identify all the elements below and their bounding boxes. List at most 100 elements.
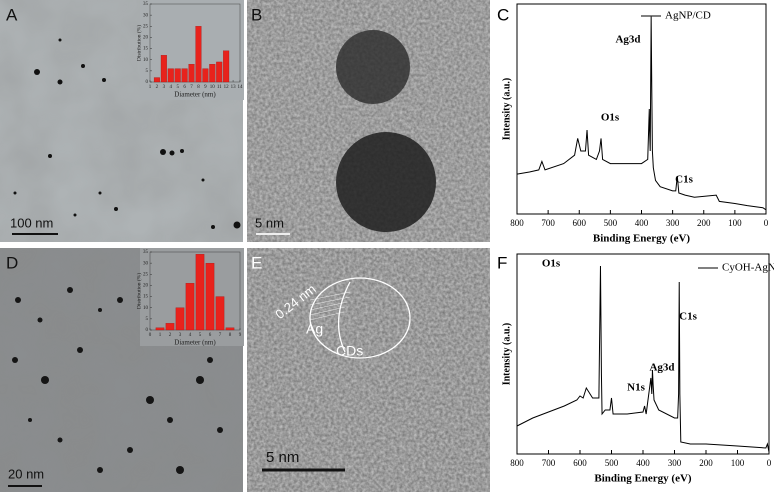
- x-tick-label: 100: [731, 458, 745, 468]
- x-tick-label: 3: [163, 85, 166, 90]
- x-tick-label: 200: [697, 218, 711, 228]
- x-tick-label: 2: [169, 333, 172, 338]
- x-tick-label: 200: [699, 458, 713, 468]
- x-tick-label: 0: [149, 333, 152, 338]
- peak-label: N1s: [627, 382, 645, 394]
- spectrum-line: [516, 16, 767, 211]
- plot-area: [516, 253, 770, 455]
- x-tick-label: 6: [209, 333, 212, 338]
- x-tick-label: 9: [239, 333, 242, 338]
- y-tick-label: 15: [143, 47, 149, 52]
- x-tick-label: 12: [224, 85, 230, 90]
- x-tick-label: 4: [170, 85, 173, 90]
- y-tick-label: 25: [143, 24, 149, 29]
- x-tick-label: 13: [231, 85, 237, 90]
- x-tick-label: 600: [573, 218, 587, 228]
- x-tick-label: 9: [204, 85, 207, 90]
- peak-label: O1s: [601, 112, 620, 124]
- x-tick-label: 0: [767, 458, 772, 468]
- spectrum-line: [516, 265, 770, 453]
- x-tick-label: 2: [156, 85, 159, 90]
- bar: [181, 68, 188, 83]
- x-tick-label: 700: [541, 218, 555, 228]
- y-axis-label: Intensity (a.u.): [501, 323, 512, 386]
- y-tick-label: 5: [146, 317, 149, 322]
- bar: [160, 55, 167, 83]
- x-tick-label: 7: [190, 85, 193, 90]
- bar: [209, 64, 216, 83]
- bar: [167, 68, 174, 83]
- panel-label: F: [497, 253, 507, 272]
- y-axis-label: Distribution (%): [135, 273, 142, 309]
- bar: [215, 296, 225, 331]
- x-tick-label: 8: [197, 85, 200, 90]
- y-tick-label: 35: [143, 250, 149, 255]
- bar: [165, 323, 175, 331]
- y-tick-label: 25: [143, 272, 149, 277]
- x-tick-label: 10: [210, 85, 216, 90]
- x-tick-label: 800: [510, 458, 524, 468]
- bar: [195, 254, 205, 331]
- x-tick-label: 7: [219, 333, 222, 338]
- bar: [202, 68, 209, 83]
- y-tick-label: 20: [143, 284, 149, 289]
- bar: [225, 327, 235, 331]
- y-tick-label: 30: [143, 261, 149, 266]
- x-tick-label: 800: [510, 218, 524, 228]
- x-tick-label: 400: [635, 218, 649, 228]
- y-tick-label: 10: [143, 58, 149, 63]
- bar: [185, 283, 195, 331]
- bar: [205, 262, 215, 331]
- bar: [153, 77, 160, 83]
- panel-label: D: [6, 253, 18, 272]
- x-axis-label: Diameter (nm): [174, 91, 216, 99]
- bar: [155, 327, 165, 331]
- x-tick-label: 300: [666, 218, 680, 228]
- y-axis-label: Distribution (%): [135, 25, 142, 61]
- plot-area: [149, 251, 241, 331]
- scale-label: 100 nm: [10, 215, 53, 230]
- panel-label: C: [497, 5, 509, 24]
- x-tick-label: 14: [238, 85, 244, 90]
- y-tick-label: 20: [143, 36, 149, 41]
- bar: [175, 307, 185, 331]
- x-tick-label: 1: [149, 85, 152, 90]
- x-axis-label: Binding Energy (eV): [594, 473, 692, 485]
- y-tick-label: 30: [143, 13, 149, 18]
- y-tick-label: 5: [146, 69, 149, 74]
- y-tick-label: 0: [146, 328, 149, 333]
- panel-label: A: [6, 5, 18, 24]
- scale-label: 5 nm: [266, 449, 299, 466]
- x-tick-label: 0: [764, 218, 769, 228]
- y-tick-label: 35: [143, 2, 149, 7]
- peak-label: Ag3d: [649, 362, 674, 374]
- bar: [223, 50, 230, 83]
- peak-label: C1s: [679, 311, 697, 323]
- legend-label: AgNP/CD: [665, 10, 711, 22]
- tem-image-b: [247, 0, 490, 242]
- bar: [188, 64, 195, 83]
- peak-label: C1s: [675, 174, 693, 186]
- tem-image-e: [247, 248, 490, 492]
- panel-label: B: [251, 5, 262, 24]
- scale-label: 20 nm: [8, 466, 44, 481]
- x-tick-label: 5: [199, 333, 202, 338]
- panel-label: E: [251, 253, 262, 272]
- x-tick-label: 8: [229, 333, 232, 338]
- x-tick-label: 6: [183, 85, 186, 90]
- bar: [216, 61, 223, 83]
- x-tick-label: 100: [728, 218, 742, 228]
- y-tick-label: 10: [143, 306, 149, 311]
- x-tick-label: 5: [176, 85, 179, 90]
- bar: [174, 68, 181, 83]
- y-tick-label: 0: [146, 80, 149, 85]
- x-tick-label: 500: [604, 218, 618, 228]
- x-axis-label: Binding Energy (eV): [593, 233, 691, 245]
- x-tick-label: 3: [179, 333, 182, 338]
- x-tick-label: 1: [159, 333, 162, 338]
- x-tick-label: 4: [189, 333, 192, 338]
- region-label: Ag: [306, 321, 323, 337]
- region-label: CDs: [336, 343, 363, 359]
- plot-area: [149, 3, 241, 83]
